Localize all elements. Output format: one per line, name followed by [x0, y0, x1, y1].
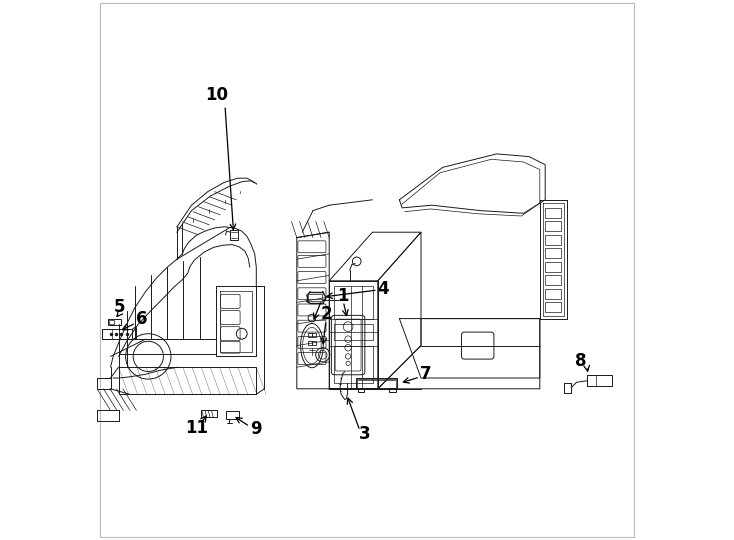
Bar	[587, 375, 596, 386]
Bar	[545, 302, 562, 312]
Text: 2: 2	[320, 305, 332, 323]
Bar	[109, 320, 115, 324]
Text: 11: 11	[186, 419, 208, 437]
Bar	[545, 235, 562, 245]
Bar	[103, 329, 132, 339]
Bar	[389, 388, 396, 392]
Bar	[333, 324, 374, 340]
Bar	[545, 289, 562, 299]
Text: 5: 5	[114, 298, 126, 316]
Bar	[545, 208, 562, 218]
Bar	[545, 248, 562, 258]
Bar	[357, 388, 364, 392]
Bar	[308, 294, 321, 301]
Bar	[200, 410, 217, 417]
Bar	[103, 329, 112, 339]
Text: 8: 8	[575, 352, 586, 370]
Bar	[357, 379, 396, 388]
Bar	[108, 319, 121, 325]
Text: 3: 3	[358, 424, 370, 443]
Text: 6: 6	[136, 309, 147, 328]
Text: 1: 1	[338, 287, 349, 305]
Bar	[225, 411, 239, 419]
Text: 7: 7	[420, 364, 432, 383]
Bar	[545, 275, 562, 285]
Bar	[333, 346, 374, 383]
Text: 4: 4	[377, 280, 389, 298]
Bar	[545, 262, 562, 272]
Bar	[333, 286, 374, 319]
Bar	[587, 375, 611, 386]
Text: 9: 9	[250, 420, 261, 438]
Text: 10: 10	[206, 85, 228, 104]
Bar	[545, 221, 562, 231]
Bar	[356, 378, 396, 389]
